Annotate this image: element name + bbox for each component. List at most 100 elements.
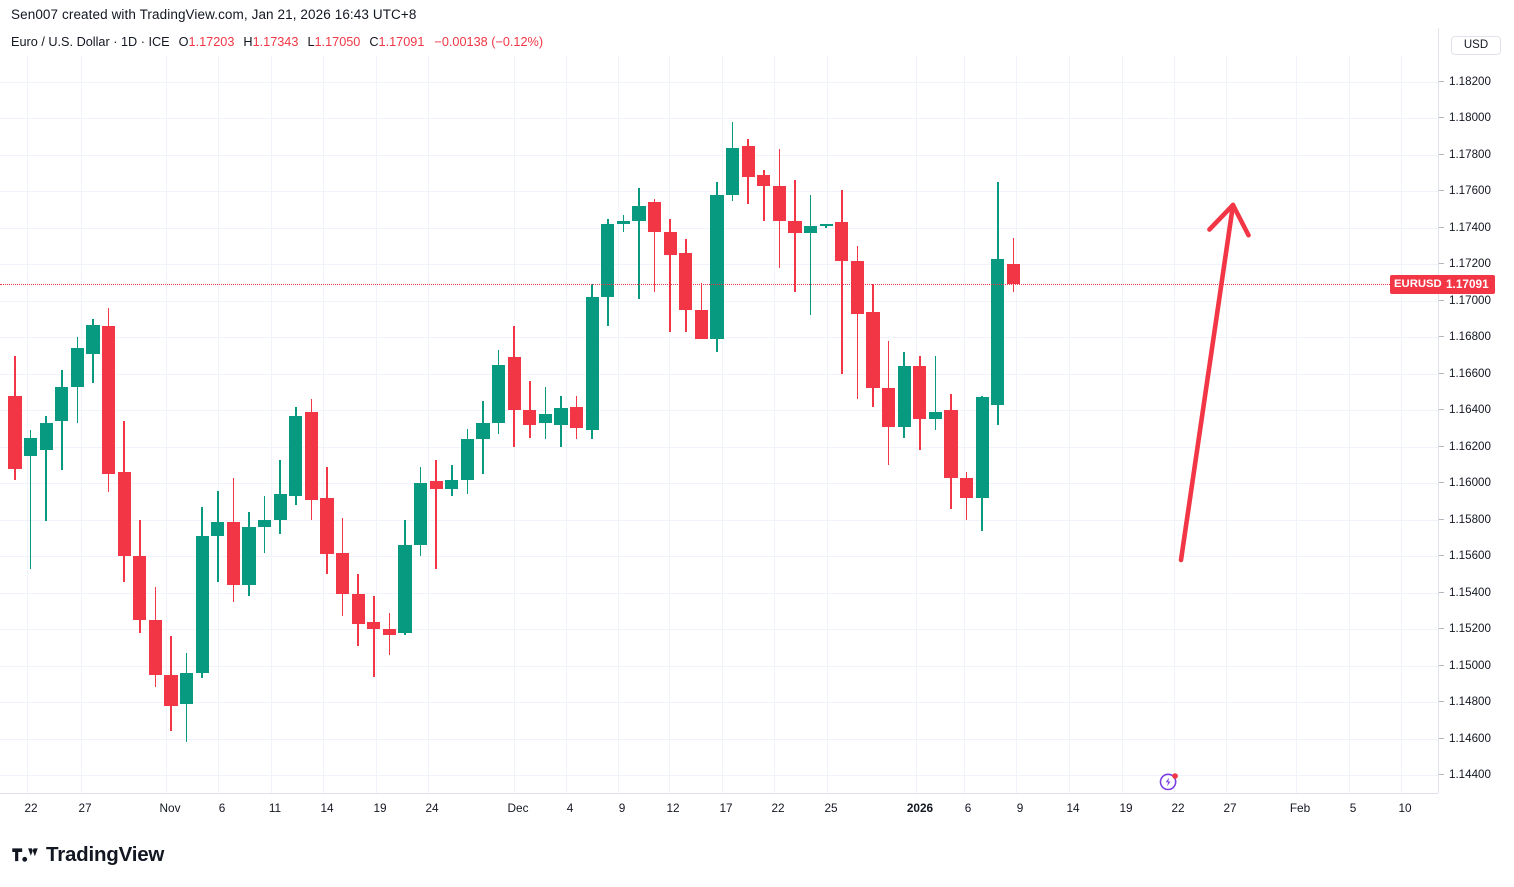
candle-body xyxy=(304,412,319,500)
time-tick-label: 11 xyxy=(268,801,282,815)
candle-body xyxy=(991,258,1005,405)
tick-dash xyxy=(1439,664,1444,666)
candle-body xyxy=(788,220,802,234)
gridline-v xyxy=(1069,56,1070,793)
gridline-v xyxy=(1226,56,1227,793)
lightning-badge-icon[interactable] xyxy=(1158,770,1180,792)
price-tick: 1.18000 xyxy=(1439,111,1514,125)
price-tick: 1.15400 xyxy=(1439,586,1514,600)
tick-dash xyxy=(1439,372,1444,374)
price-tick: 1.14600 xyxy=(1439,732,1514,746)
candle-body xyxy=(242,526,256,586)
symbol-price-badge: EURUSD xyxy=(1390,274,1446,294)
attribution-text: Sen007 created with TradingView.com, Jan… xyxy=(0,0,1514,28)
tick-dash xyxy=(1439,482,1444,484)
time-tick-label: 27 xyxy=(78,801,92,815)
candle-body xyxy=(273,494,287,520)
candle-body xyxy=(866,311,880,389)
candle-wick xyxy=(544,386,547,440)
price-tick-label: 1.17200 xyxy=(1449,257,1491,271)
price-tick: 1.15800 xyxy=(1439,513,1514,527)
candle-wick xyxy=(700,282,703,332)
candle-body xyxy=(710,195,724,340)
price-tick-label: 1.17400 xyxy=(1449,220,1491,234)
candle-body xyxy=(803,226,818,234)
price-tick: 1.16000 xyxy=(1439,476,1514,490)
gridline-v xyxy=(1296,56,1297,793)
time-tick-label: Feb xyxy=(1289,801,1311,815)
gridline-v xyxy=(1401,56,1402,793)
arrow-head-stroke xyxy=(1230,202,1251,238)
price-tick-label: 1.16800 xyxy=(1449,330,1491,344)
candle-body xyxy=(195,536,209,673)
candle-wick xyxy=(934,355,937,431)
candle-body xyxy=(538,413,553,424)
candle-body xyxy=(133,556,147,620)
tick-dash xyxy=(1439,263,1444,265)
candle-wick xyxy=(856,246,859,400)
price-tick-label: 1.15200 xyxy=(1449,622,1491,636)
tradingview-mark-icon xyxy=(12,847,38,862)
legend-symbol-title[interactable]: Euro / U.S. Dollar · 1D · ICE xyxy=(11,35,170,49)
up-arrow-annotation[interactable] xyxy=(0,56,1438,793)
time-tick-label: 22 xyxy=(24,801,38,815)
gridline-h xyxy=(0,629,1438,630)
time-tick-label: 19 xyxy=(1119,801,1133,815)
candle-body xyxy=(335,552,350,595)
gridline-h xyxy=(0,191,1438,192)
time-tick-label: 5 xyxy=(1349,801,1357,815)
candle-wick xyxy=(809,195,812,316)
legend-open-value: 1.17203 xyxy=(188,35,235,49)
candle-body xyxy=(850,260,865,314)
tick-dash xyxy=(1439,737,1444,739)
tick-dash xyxy=(1439,153,1444,155)
candle-wick xyxy=(29,430,32,569)
time-tick-label: 22 xyxy=(771,801,785,815)
candle-body xyxy=(179,672,194,704)
time-tick-label: 9 xyxy=(1016,801,1024,815)
candle-wick xyxy=(529,381,531,438)
gridline-v xyxy=(722,56,723,793)
gridline-v xyxy=(669,56,670,793)
price-tick-label: 1.15600 xyxy=(1449,549,1491,563)
current-price-badge: 1.17091 xyxy=(1440,274,1495,294)
gridline-h xyxy=(0,775,1438,776)
gridline-h xyxy=(0,118,1438,119)
candle-body xyxy=(772,185,787,221)
tick-dash xyxy=(1439,409,1444,411)
price-tick: 1.16400 xyxy=(1439,403,1514,417)
time-tick-label: 9 xyxy=(618,801,626,815)
price-tick-label: 1.16600 xyxy=(1449,366,1491,380)
currency-chip[interactable]: USD xyxy=(1451,36,1501,55)
price-tick-label: 1.18200 xyxy=(1449,75,1491,88)
gridline-h xyxy=(0,410,1438,411)
tradingview-logo[interactable]: TradingView xyxy=(12,843,164,867)
gridline-v xyxy=(1122,56,1123,793)
candle-body xyxy=(616,220,631,225)
price-tick: 1.15000 xyxy=(1439,659,1514,673)
candle-wick xyxy=(794,180,796,292)
candle-body xyxy=(320,497,334,555)
gridline-v xyxy=(774,56,775,793)
price-scale[interactable]: USD 1.18200 1.18000 1.17800 1.17600 1.17400 1… xyxy=(1438,28,1514,793)
candle-body xyxy=(367,621,381,630)
candle-wick xyxy=(841,189,843,374)
tick-dash xyxy=(1439,628,1444,630)
gridline-h xyxy=(0,483,1438,484)
time-tick-label: 22 xyxy=(1171,801,1185,815)
gridline-h xyxy=(0,82,1438,83)
gridline-h xyxy=(0,556,1438,557)
tradingview-wordmark: TradingView xyxy=(46,843,165,866)
price-tick-label: 1.14800 xyxy=(1449,695,1491,709)
gridline-v xyxy=(166,56,167,793)
candle-wick xyxy=(435,459,437,569)
time-scale[interactable]: 22 27 Nov 6 11 14 19 24 Dec 4 9 12 17 22 25 2026 6 9 14 19 2… xyxy=(0,793,1438,821)
price-tick: 1.17800 xyxy=(1439,148,1514,162)
price-tick: 1.16200 xyxy=(1439,440,1514,454)
price-tick-label: 1.17600 xyxy=(1449,184,1491,198)
tick-dash xyxy=(1439,336,1444,338)
chart-legend: Euro / U.S. Dollar · 1D · ICE O 1.17203 H… xyxy=(11,33,543,51)
time-tick-label: 10 xyxy=(1398,801,1412,815)
chart-pane[interactable] xyxy=(0,56,1438,793)
candle-body xyxy=(413,483,428,546)
